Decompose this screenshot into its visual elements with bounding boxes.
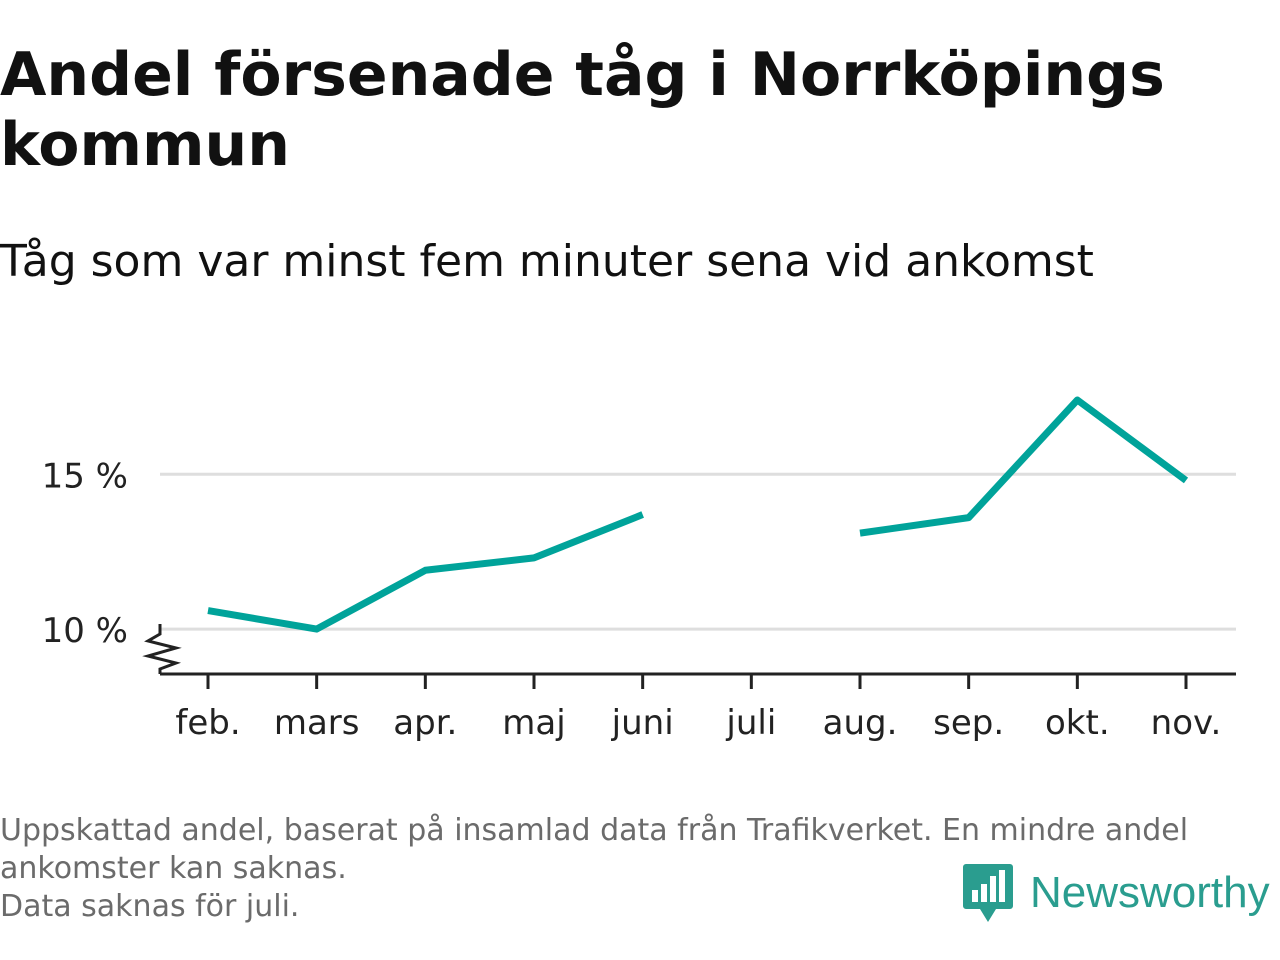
newsworthy-brand: Newsworthy xyxy=(962,858,1270,928)
chart-title: Andel försenade tåg i Norrköpings kommun xyxy=(0,40,1165,180)
newsworthy-logo-icon xyxy=(963,864,1013,922)
x-tick-label: apr. xyxy=(393,703,457,743)
x-tick-label: aug. xyxy=(823,703,898,743)
x-tick-label: maj xyxy=(502,703,565,743)
chart-subtitle: Tåg som var minst fem minuter sena vid a… xyxy=(0,236,1094,287)
x-tick-label: mars xyxy=(274,703,360,743)
series-line xyxy=(859,396,1189,537)
x-axis xyxy=(142,624,1236,676)
gridlines xyxy=(160,472,1236,631)
line-chart: 10 % 15 % feb. mars apr. maj juni juli aug. sep.… xyxy=(42,396,1236,743)
y-axis-break-marker xyxy=(142,624,182,674)
x-axis-ticks xyxy=(206,674,1188,689)
x-tick-label: okt. xyxy=(1045,703,1110,743)
footer-note-line: Data saknas för juli. xyxy=(0,889,300,924)
x-tick-label: juli xyxy=(725,703,776,743)
x-axis-labels: feb. mars apr. maj juni juli aug. sep. okt. nov. xyxy=(175,703,1221,743)
x-tick-label: feb. xyxy=(175,703,240,743)
y-tick-label: 10 % xyxy=(42,611,128,651)
footer-notes: Uppskattad andel, baserat på insamlad da… xyxy=(0,812,1270,926)
series-line xyxy=(207,511,644,633)
brand-name: Newsworthy xyxy=(1030,868,1270,917)
x-tick-label: juni xyxy=(611,703,674,743)
footer-note-line: ankomster kan saknas. xyxy=(0,851,347,886)
y-tick-label: 15 % xyxy=(42,456,128,496)
x-tick-label: sep. xyxy=(933,703,1004,743)
y-axis-labels: 10 % 15 % xyxy=(42,456,128,651)
footer-note-line: Uppskattad andel, baserat på insamlad da… xyxy=(0,813,1189,848)
x-tick-label: nov. xyxy=(1151,703,1222,743)
series-lines xyxy=(207,396,1189,633)
